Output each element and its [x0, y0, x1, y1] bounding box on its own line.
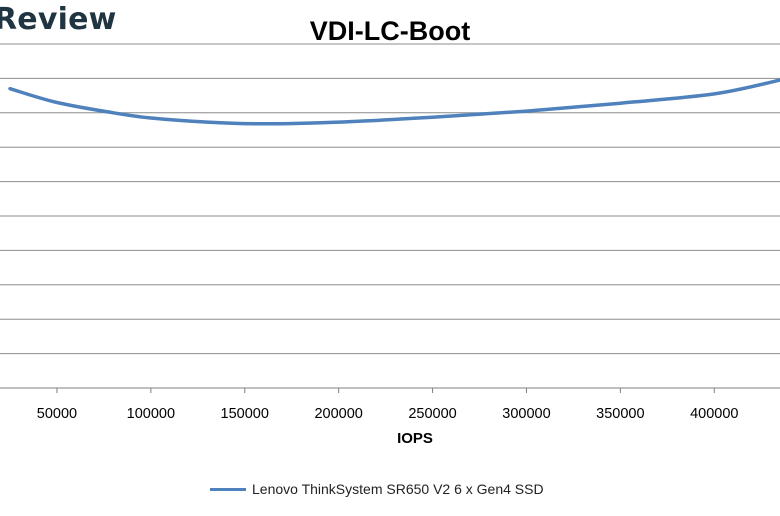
x-axis [0, 387, 780, 393]
x-tick-label: 50000 [37, 406, 77, 422]
x-tick-labels: 50000 100000 150000 200000 250000 300000 35000… [37, 406, 739, 422]
x-tick-label: 300000 [502, 406, 550, 422]
series-line [8, 78, 780, 126]
x-tick-label: 350000 [596, 406, 644, 422]
x-tick-label: 250000 [408, 406, 456, 422]
watermark-logo: Review [0, 2, 117, 37]
legend-label: Lenovo ThinkSystem SR650 V2 6 x Gen4 SSD [252, 481, 544, 497]
x-tick-label: 200000 [314, 406, 362, 422]
x-axis-label: IOPS [397, 430, 433, 447]
gridlines [0, 43, 780, 355]
x-tick-label: 100000 [127, 406, 175, 422]
x-tick-label: 150000 [221, 406, 269, 422]
legend: Lenovo ThinkSystem SR650 V2 6 x Gen4 SSD [210, 479, 544, 499]
series-lines [8, 78, 780, 126]
x-tick-label: 400000 [690, 406, 738, 422]
legend-swatch [210, 487, 246, 491]
chart-title: VDI-LC-Boot [309, 16, 471, 46]
